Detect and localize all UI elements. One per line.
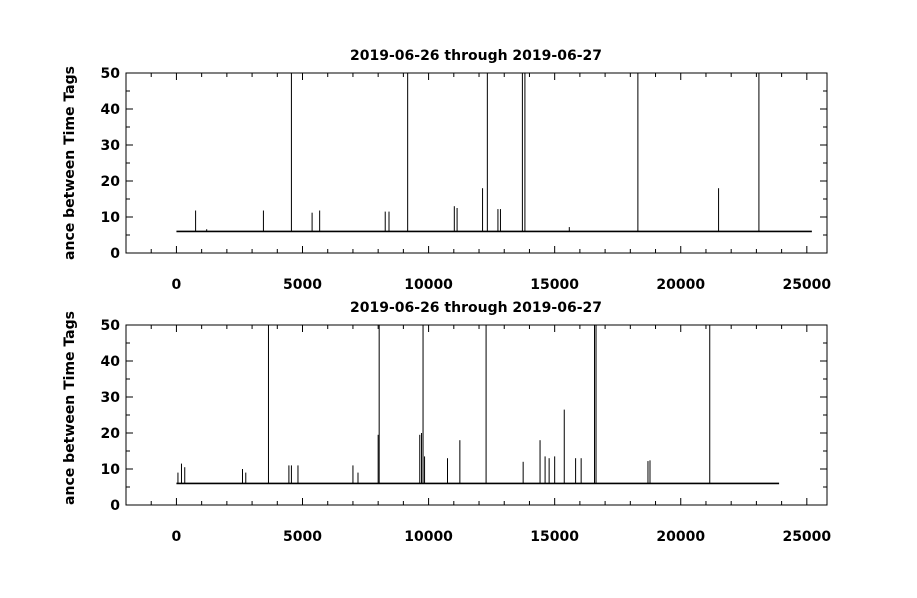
plot-frame bbox=[125, 72, 828, 254]
x-tick-label: 5000 bbox=[283, 529, 322, 545]
y-tick-label: 10 bbox=[101, 210, 121, 226]
chart-title: 2019-06-26 through 2019-06-27 bbox=[350, 48, 602, 64]
y-tick-label: 50 bbox=[101, 66, 121, 82]
y-tick-label: 0 bbox=[110, 498, 120, 514]
x-tick-label: 25000 bbox=[782, 277, 831, 293]
plot-frame bbox=[125, 324, 828, 506]
y-tick-label: 40 bbox=[101, 102, 121, 118]
x-tick-label: 10000 bbox=[404, 277, 453, 293]
y-tick-label: 30 bbox=[101, 390, 121, 406]
x-tick-label: 25000 bbox=[782, 529, 831, 545]
y-axis-label: ance between Time Tags bbox=[62, 311, 78, 505]
x-tick-label: 5000 bbox=[283, 277, 322, 293]
x-tick-label: 15000 bbox=[530, 277, 579, 293]
y-tick-label: 20 bbox=[101, 426, 121, 442]
x-tick-label: 20000 bbox=[656, 277, 705, 293]
y-axis-label: ance between Time Tags bbox=[62, 66, 78, 260]
x-tick-label: 10000 bbox=[404, 529, 453, 545]
y-tick-label: 0 bbox=[110, 246, 120, 262]
x-tick-label: 0 bbox=[172, 277, 182, 293]
y-tick-label: 30 bbox=[101, 138, 121, 154]
y-tick-label: 20 bbox=[101, 174, 121, 190]
y-tick-label: 40 bbox=[101, 354, 121, 370]
chart-panel-bottom: 2019-06-26 through 2019-06-27 ance betwe… bbox=[62, 300, 831, 545]
x-tick-label: 0 bbox=[172, 529, 182, 545]
y-tick-label: 10 bbox=[101, 462, 121, 478]
x-tick-label: 15000 bbox=[530, 529, 579, 545]
chart-title: 2019-06-26 through 2019-06-27 bbox=[350, 300, 602, 316]
chart-panel-top: 2019-06-26 through 2019-06-27 ance betwe… bbox=[62, 48, 831, 293]
y-tick-label: 50 bbox=[101, 318, 121, 334]
x-tick-label: 20000 bbox=[656, 529, 705, 545]
